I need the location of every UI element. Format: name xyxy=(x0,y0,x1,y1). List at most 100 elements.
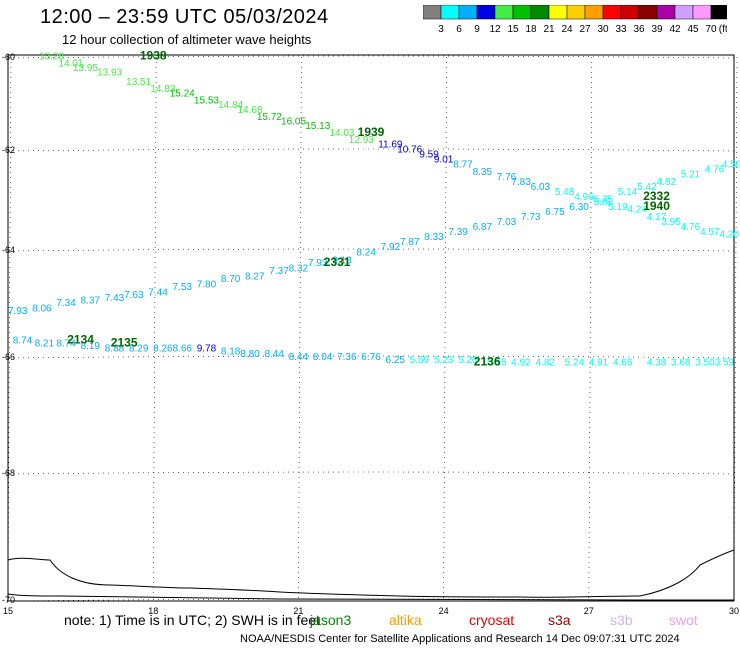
wave-height-value: 8.29 xyxy=(129,344,149,355)
wave-height-value: 8.18 xyxy=(221,346,241,357)
pass-time-label: 1940 xyxy=(643,199,670,213)
colorbar-label: 24 xyxy=(561,24,573,35)
wave-height-value: 4.24 xyxy=(627,205,647,216)
wave-height-value: 4.20 xyxy=(719,230,739,241)
wave-height-value: 4.17 xyxy=(647,212,667,223)
wave-height-value: 4.57 xyxy=(700,227,720,238)
antarctic-coastline xyxy=(7,549,735,601)
wave-height-value: 14.68 xyxy=(237,105,262,116)
lat-tick-label: -70 xyxy=(2,595,15,605)
wave-height-value: 4.76 xyxy=(681,222,701,233)
wave-height-value: 5.23 xyxy=(434,355,454,366)
mission-altika: altika xyxy=(389,612,422,628)
wave-height-value: 12.93 xyxy=(349,135,374,146)
wave-height-value: 3.68 xyxy=(671,358,691,369)
wave-height-value: 4.96 xyxy=(574,192,594,203)
pass-time-label: 2136 xyxy=(474,355,501,369)
pass-time-label: 2331 xyxy=(324,255,351,269)
lon-tick-label: 18 xyxy=(148,606,158,616)
wave-height-value: 14.03 xyxy=(329,128,354,139)
colorbar-label: 36 xyxy=(633,24,645,35)
colorbar-label: 45 xyxy=(687,24,699,35)
wave-height-value: 6.76 xyxy=(361,352,381,363)
wave-height-value: 15.72 xyxy=(257,112,282,123)
lon-gridline xyxy=(298,56,302,601)
wave-height-value: 7.87 xyxy=(400,237,420,248)
wave-height-value: 10.76 xyxy=(397,145,422,156)
colorbar-label: 15 xyxy=(507,24,519,35)
wave-height-value: 5.59 xyxy=(410,355,430,366)
lat-tick-label: -64 xyxy=(2,245,15,255)
wave-height-value: 7.80 xyxy=(197,279,217,290)
wave-height-value: 6.03 xyxy=(531,182,551,193)
wave-height-value: 8.33 xyxy=(424,232,444,243)
wave-height-value: 4.82 xyxy=(657,177,677,188)
colorbar-label: 21 xyxy=(543,24,555,35)
wave-height-value: 6.30 xyxy=(569,202,589,213)
colorbar-label: 39 xyxy=(651,24,663,35)
wave-height-value: 5.42 xyxy=(637,182,657,193)
wave-height-value: 15.24 xyxy=(170,89,195,100)
wave-height-value: 9.01 xyxy=(434,155,454,166)
wave-height-value: 16.05 xyxy=(281,116,306,127)
wave-height-value: 8.04 xyxy=(313,352,333,363)
wave-height-value: 13.28 xyxy=(39,51,64,62)
wave-height-value: 9.78 xyxy=(197,344,217,355)
wave-height-value: 5.55 xyxy=(487,358,507,369)
wave-height-value: 7.36 xyxy=(337,352,357,363)
wave-height-value: 8.74 xyxy=(13,336,33,347)
wave-height-value: 13.93 xyxy=(97,68,122,79)
wave-height-value: 8.21 xyxy=(35,338,55,349)
lat-gridline xyxy=(7,471,735,475)
wave-height-value: 7.83 xyxy=(511,177,531,188)
mission-s3a: s3a xyxy=(548,612,571,628)
wave-height-value: 4.38 xyxy=(647,358,667,369)
wave-height-value: 5.24 xyxy=(565,358,585,369)
wave-height-value: 5.19 xyxy=(608,202,628,213)
wave-height-value: 3.50 xyxy=(695,358,715,369)
colorbar-label: 12 xyxy=(489,24,501,35)
wave-height-value: 4.82 xyxy=(536,358,556,369)
wave-height-value: 5.75 xyxy=(594,195,614,206)
lon-tick-label: 27 xyxy=(584,606,594,616)
wave-height-value: 6.87 xyxy=(473,222,493,233)
wave-height-value: 4.76 xyxy=(705,165,725,176)
lon-gridline xyxy=(733,56,738,601)
colorbar-label: 33 xyxy=(615,24,627,35)
wave-height-value: 8.44 xyxy=(289,352,309,363)
wave-height-value: 7.43 xyxy=(105,293,125,304)
pass-time-label: 2135 xyxy=(111,335,138,349)
wave-height-value: 4.92 xyxy=(511,358,531,369)
lon-tick-label: 15 xyxy=(3,606,13,616)
wave-height-value: 3.59 xyxy=(715,358,735,369)
wave-height-value: 5.02 xyxy=(594,197,614,208)
lat-gridline xyxy=(7,55,735,59)
wave-height-value: 4.91 xyxy=(589,358,609,369)
wave-height-value: 9.59 xyxy=(419,150,439,161)
colorbar-unit: (ft) xyxy=(719,24,727,35)
lon-tick-label: 21 xyxy=(293,606,303,616)
lat-tick-label: -68 xyxy=(2,468,15,478)
map-title: 12:00 – 23:59 UTC 05/03/2024 xyxy=(40,6,329,28)
lon-gridline xyxy=(152,56,157,601)
colorbar-swatch xyxy=(710,5,727,20)
wave-height-value: 5.20 xyxy=(458,355,478,366)
lat-tick-label: -60 xyxy=(2,52,15,62)
wave-height-value: 4.66 xyxy=(613,358,633,369)
lon-gridline xyxy=(588,56,593,601)
mission-swot: swot xyxy=(669,612,698,628)
lat-tick-label: -66 xyxy=(2,352,15,362)
pass-time-label: 1939 xyxy=(358,125,385,139)
mission-s3b: s3b xyxy=(610,612,633,628)
wave-height-value: 7.76 xyxy=(497,172,517,183)
wave-height-value: 5.14 xyxy=(618,187,638,198)
wave-height-value: 8.44 xyxy=(264,349,284,360)
wave-height-value: 7.39 xyxy=(448,227,468,238)
wave-height-value: 14.83 xyxy=(150,84,175,95)
wave-height-value: 8.32 xyxy=(289,263,309,274)
map-subtitle: 12 hour collection of altimeter wave hei… xyxy=(62,32,312,47)
wave-height-value: 8.27 xyxy=(245,271,265,282)
